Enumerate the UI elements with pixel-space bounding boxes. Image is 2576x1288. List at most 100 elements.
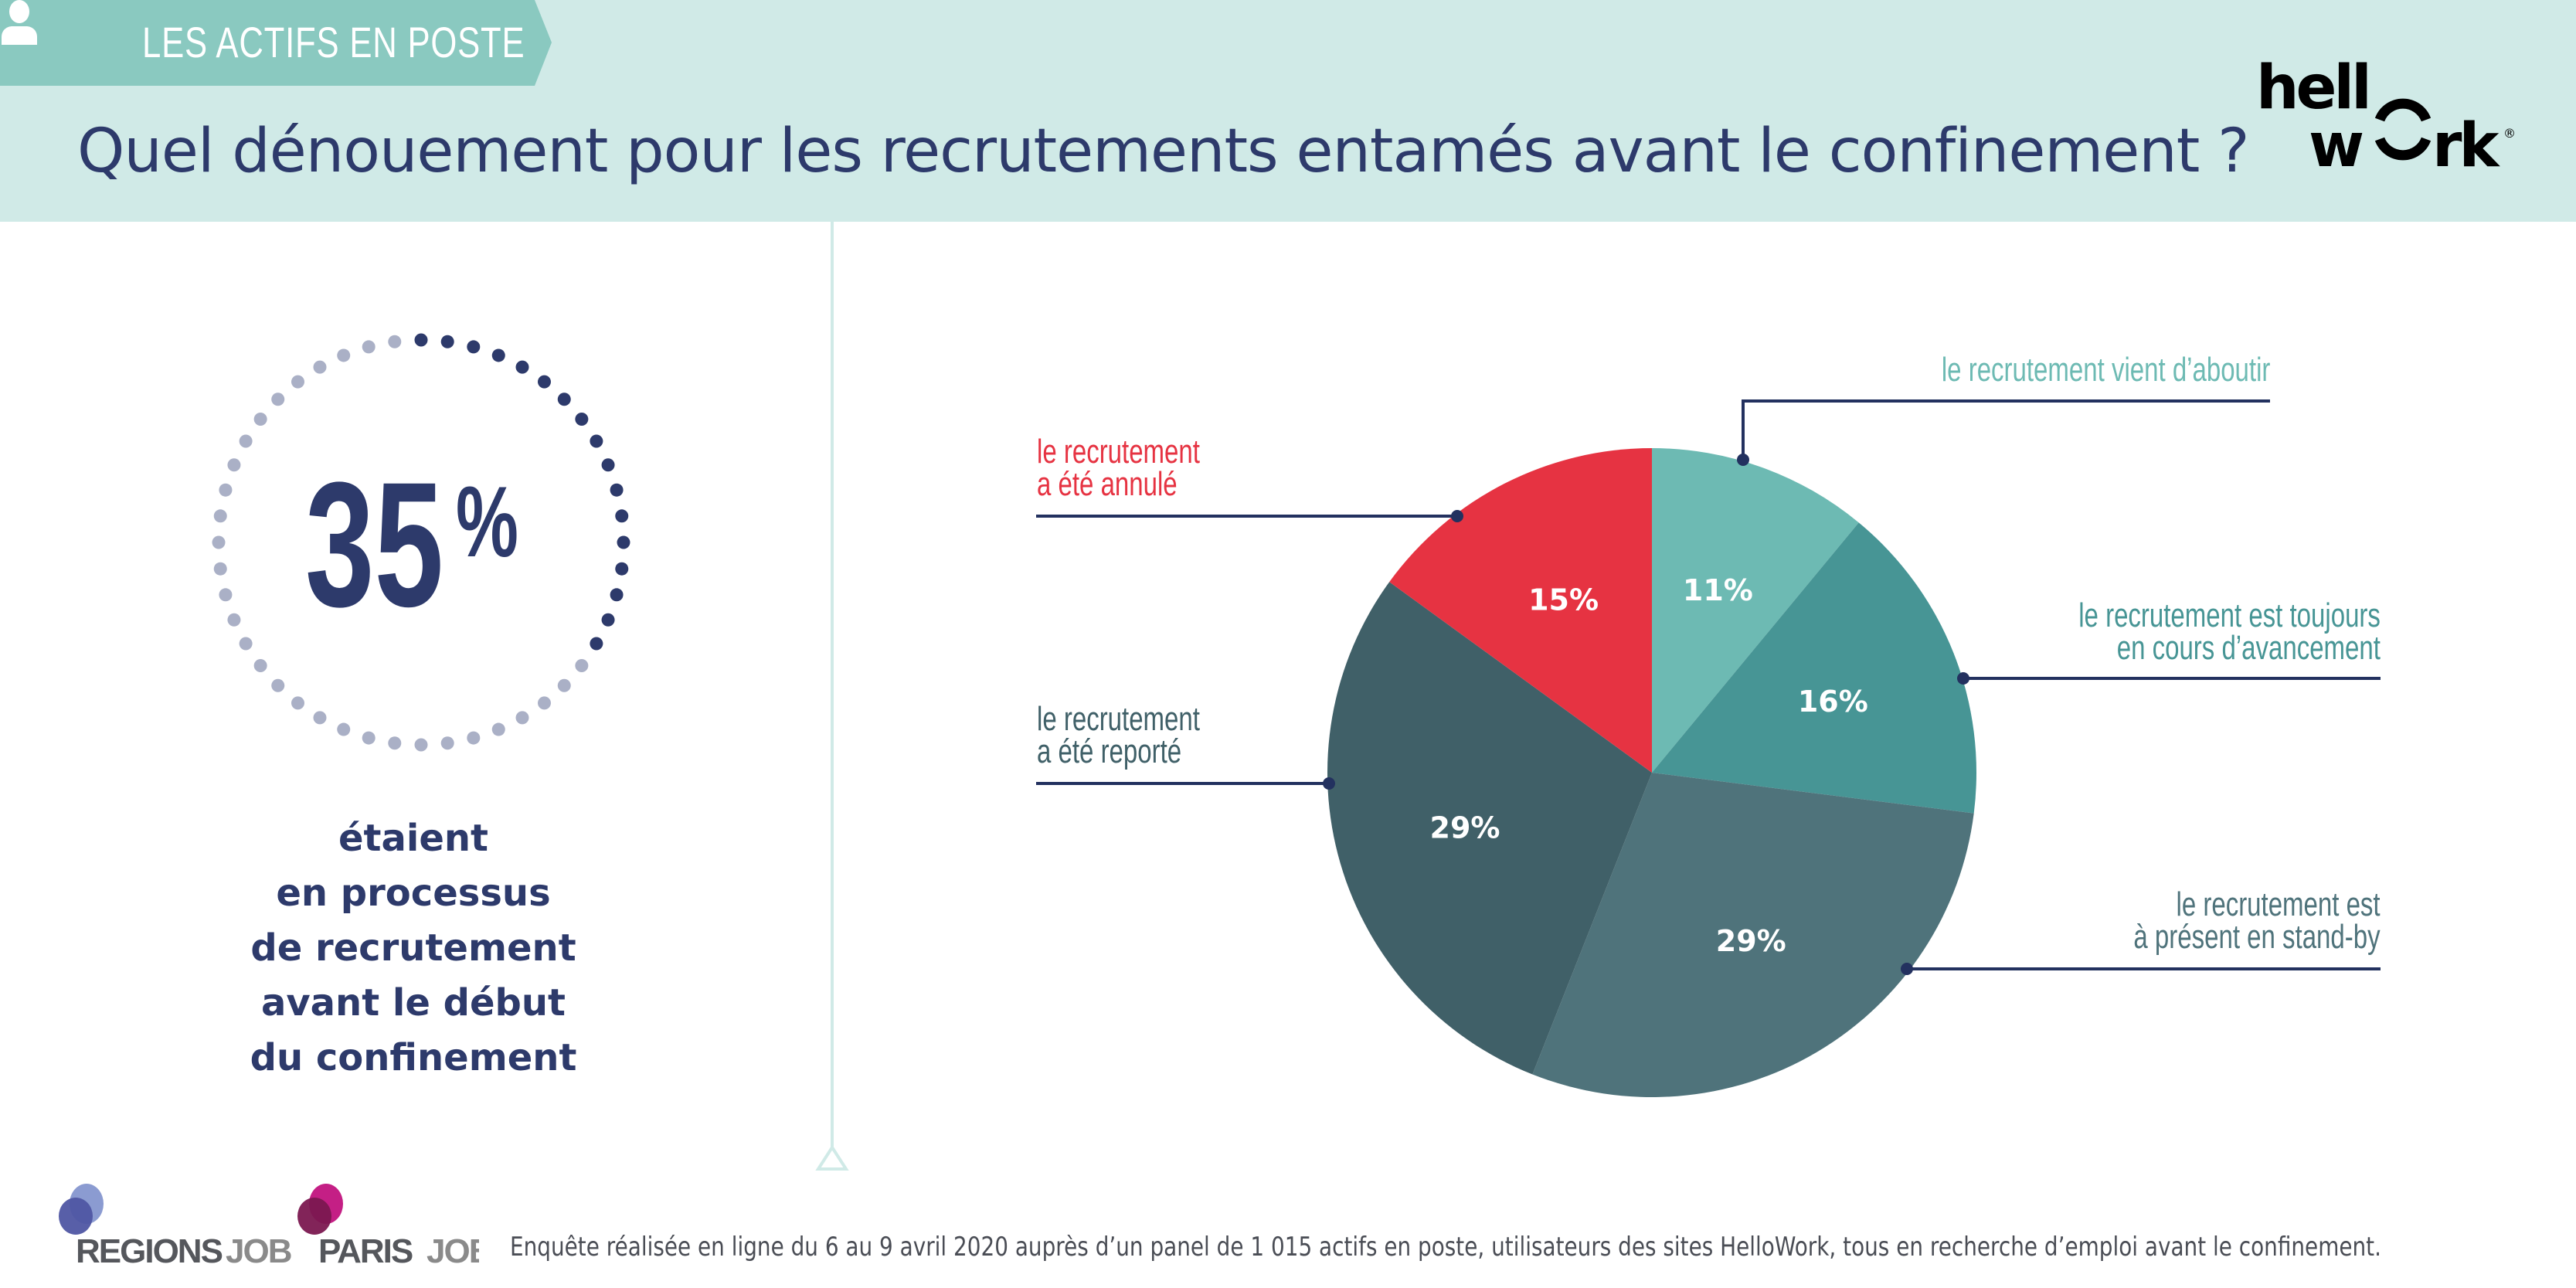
legend-line: le recrutement est toujours xyxy=(2078,596,2381,634)
ring-dot-empty xyxy=(557,678,571,692)
leader-line xyxy=(1742,399,2270,460)
legend-line: a été annulé xyxy=(1037,465,1178,503)
legend-toujours: le recrutement est toujours en cours d’a… xyxy=(2078,596,2381,667)
ring-dot-empty xyxy=(313,360,327,374)
ring-dot-empty xyxy=(537,696,551,710)
ring-dot-empty xyxy=(291,375,305,389)
slice-value-label: 29% xyxy=(1430,811,1500,845)
legend-line: a été reporté xyxy=(1037,732,1182,770)
svg-text:®: ® xyxy=(2503,126,2516,141)
ring-dot-empty xyxy=(414,738,428,752)
pie-slice xyxy=(1652,448,1859,773)
caption-line: en processus xyxy=(276,872,551,915)
survey-note: Enquête réalisée en ligne du 6 au 9 avri… xyxy=(510,1232,2381,1263)
parisjob-logo: PARIS JOB xyxy=(297,1184,479,1267)
slice-value-label: 11% xyxy=(1683,573,1753,607)
legend-line: en cours d’avancement xyxy=(2116,629,2381,667)
column-divider xyxy=(831,222,834,1147)
slice-value-label: 15% xyxy=(1528,583,1599,617)
ring-dot-empty xyxy=(227,613,241,627)
ring-dot-empty xyxy=(213,509,227,523)
ring-dot-filled xyxy=(467,340,481,354)
ring-dot-empty xyxy=(239,434,253,448)
ring-dot-empty xyxy=(575,658,589,672)
ring-dot-empty xyxy=(253,658,267,672)
svg-text:rk: rk xyxy=(2432,111,2500,170)
progress-dot-ring xyxy=(212,333,630,752)
legend-line: le recrutement vient d’aboutir xyxy=(1941,351,2270,389)
leader-dot xyxy=(1737,454,1749,466)
highlight-caption: étaient en processus de recrutement avan… xyxy=(185,811,641,1086)
regionsjob-part1: REGIONS xyxy=(76,1232,223,1267)
ring-dot-filled xyxy=(590,434,603,448)
legend-line: le recrutement xyxy=(1037,700,1200,738)
ring-dot-filled xyxy=(617,535,630,549)
legend-line: le recrutement xyxy=(1037,433,1200,471)
legend-line: le recrutement est xyxy=(2176,885,2381,923)
legend-aboutir: le recrutement vient d’aboutir xyxy=(1941,351,2270,389)
category-banner: LES ACTIFS EN POSTE xyxy=(0,0,552,86)
pie-slice xyxy=(1389,448,1652,773)
ring-dot-empty xyxy=(362,731,376,745)
ring-dot-filled xyxy=(575,413,589,427)
ring-dot-empty xyxy=(467,731,481,745)
svg-text:hell: hell xyxy=(2256,54,2369,123)
pie-chart: 11% 16% 29% 29% 15% xyxy=(1036,399,2381,1097)
ring-dot-empty xyxy=(271,393,285,406)
leader-dot xyxy=(1451,510,1463,522)
pie-slice xyxy=(1532,773,1974,1097)
legend-reporte: le recrutement a été reporté xyxy=(1037,700,1200,770)
ring-dot-empty xyxy=(440,736,454,750)
legend-line: à présent en stand-by xyxy=(2133,918,2381,956)
ring-dot-filled xyxy=(615,562,629,576)
legend-standby: le recrutement est à présent en stand-by xyxy=(2133,885,2381,956)
regionsjob-part2: JOB xyxy=(226,1232,291,1267)
regionsjob-logo: REGIONS JOB xyxy=(59,1184,293,1267)
ring-dot-empty xyxy=(491,722,505,736)
ring-dot-filled xyxy=(491,348,505,362)
user-icon xyxy=(2,0,37,45)
ring-dot-empty xyxy=(313,711,327,725)
divider-arrow-icon xyxy=(815,1145,849,1171)
ring-dot-empty xyxy=(239,637,253,651)
parisjob-part2: JOB xyxy=(427,1232,479,1267)
ring-dot-empty xyxy=(388,736,402,750)
hellowork-logo: hell w rk ® xyxy=(2256,54,2516,170)
ring-dot-filled xyxy=(590,637,603,651)
pie-slice xyxy=(1652,522,1976,814)
highlight-unit: % xyxy=(456,465,518,578)
category-label: LES ACTIFS EN POSTE xyxy=(142,18,525,66)
ring-dot-empty xyxy=(227,458,241,472)
ring-dot-empty xyxy=(388,335,402,348)
ring-dot-empty xyxy=(271,678,285,692)
ring-dot-filled xyxy=(537,375,551,389)
ring-dot-filled xyxy=(440,335,454,348)
svg-text:w: w xyxy=(2309,111,2363,170)
ring-dot-empty xyxy=(219,483,233,497)
caption-line: de recrutement xyxy=(250,926,576,970)
leader-dot xyxy=(1957,672,1969,685)
ring-dot-filled xyxy=(610,483,624,497)
ring-dot-empty xyxy=(515,711,529,725)
ring-dot-empty xyxy=(362,340,376,354)
slice-value-label: 29% xyxy=(1716,924,1786,958)
ring-dot-empty xyxy=(337,722,351,736)
parisjob-part1: PARIS xyxy=(318,1232,413,1267)
banner-shape xyxy=(0,0,552,86)
ring-dot-empty xyxy=(213,562,227,576)
ring-dot-filled xyxy=(414,333,428,347)
slice-value-label: 16% xyxy=(1798,685,1868,719)
ring-dot-filled xyxy=(557,393,571,406)
ring-dot-empty xyxy=(253,413,267,427)
ring-dot-empty xyxy=(219,588,233,602)
leader-dot xyxy=(1901,963,1913,975)
leader-dot xyxy=(1323,777,1335,790)
highlight-value: 35 xyxy=(305,445,444,644)
ring-dot-empty xyxy=(337,348,351,362)
legend-annule: le recrutement a été annulé xyxy=(1037,433,1200,503)
ring-dot-filled xyxy=(601,613,615,627)
pie-slice xyxy=(1327,582,1652,1075)
ring-dot-filled xyxy=(615,509,629,523)
caption-line: étaient xyxy=(338,817,488,860)
ring-dot-filled xyxy=(601,458,615,472)
